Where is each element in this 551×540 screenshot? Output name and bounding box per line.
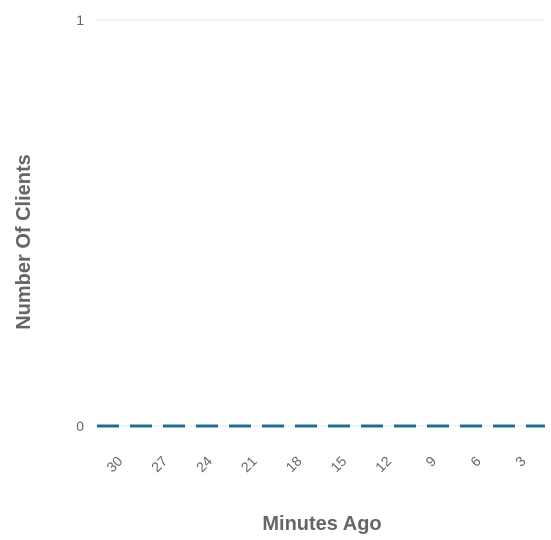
y-tick-labels: 01	[76, 12, 84, 434]
x-tick-label: 3	[512, 453, 529, 470]
x-axis-title: Minutes Ago	[262, 513, 381, 535]
x-tick-label: 9	[422, 453, 439, 470]
x-tick-label: 12	[372, 453, 394, 475]
y-tick-label: 0	[76, 418, 84, 434]
x-tick-label: 6	[467, 453, 484, 470]
x-tick-label: 21	[238, 453, 260, 475]
x-tick-label: 30	[103, 453, 125, 475]
x-tick-label: 24	[193, 453, 215, 475]
x-tick-label: 27	[148, 453, 170, 475]
y-tick-label: 1	[76, 12, 84, 28]
x-tick-label: 18	[282, 453, 304, 475]
y-axis-title: Number Of Clients	[13, 154, 35, 330]
x-tick-label: 15	[327, 453, 349, 475]
grid-layer	[97, 19, 545, 427]
x-tick-labels: 30 27 24 21 18 15 12 9 6 3	[103, 453, 529, 475]
